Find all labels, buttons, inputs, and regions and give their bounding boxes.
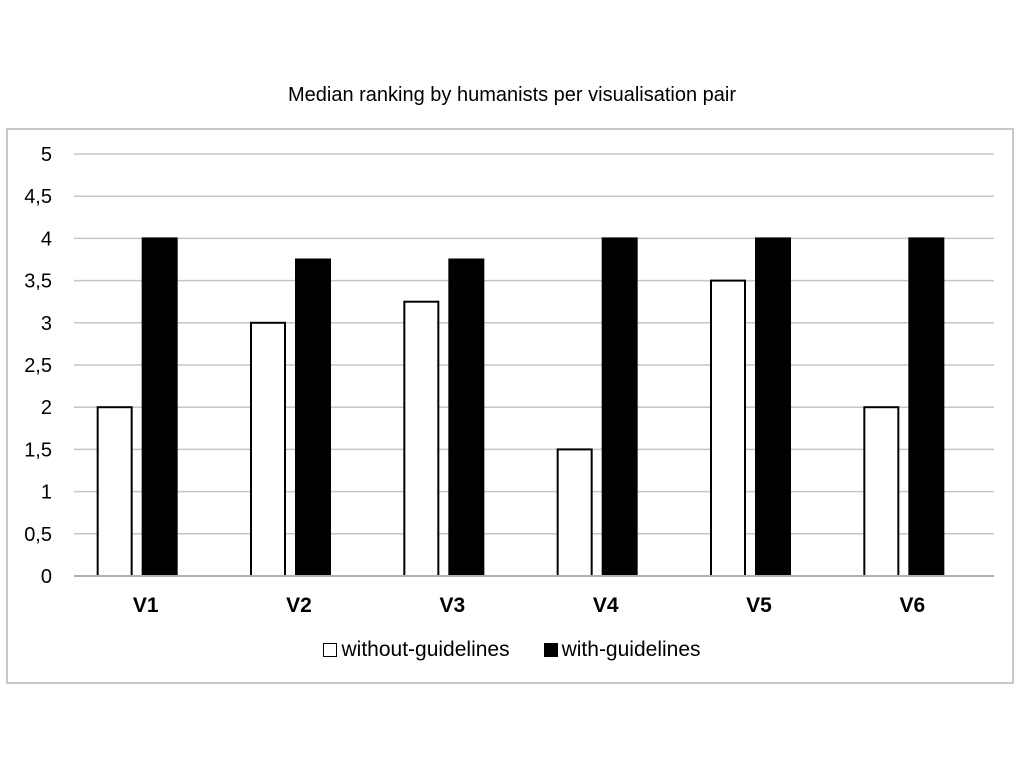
legend: without-guidelines with-guidelines [0, 638, 1024, 662]
y-tick-label: 1,5 [24, 439, 52, 461]
legend-swatch-with-guidelines [543, 643, 558, 657]
y-tick-label: 2 [41, 397, 52, 419]
y-tick-label: 5 [41, 144, 52, 166]
legend-label-with-guidelines: with-guidelines [561, 638, 701, 661]
bar-without-guidelines-V6 [863, 406, 900, 578]
y-tick-label: 3,5 [24, 271, 52, 293]
legend-item-without-guidelines: without-guidelines [323, 638, 510, 662]
x-tick-label: V5 [746, 594, 772, 617]
y-tick-label: 3 [41, 313, 52, 335]
x-tick-label: V4 [593, 594, 619, 617]
bar-with-guidelines-V1 [141, 237, 178, 577]
bar-with-guidelines-V4 [601, 237, 638, 577]
legend-swatch-without-guidelines [323, 643, 338, 657]
x-tick-label: V3 [439, 594, 465, 617]
bar-without-guidelines-V4 [556, 448, 593, 577]
x-tick-label: V6 [899, 594, 925, 617]
bar-with-guidelines-V5 [755, 237, 791, 577]
x-tick-label: V2 [286, 594, 312, 617]
bar-without-guidelines-V1 [96, 406, 133, 578]
bar-without-guidelines-V2 [250, 321, 286, 577]
y-tick-label: 4,5 [24, 186, 52, 208]
y-tick-label: 1 [41, 482, 52, 504]
legend-item-with-guidelines: with-guidelines [543, 638, 701, 662]
bar-without-guidelines-V5 [710, 279, 746, 577]
bar-with-guidelines-V2 [295, 258, 331, 577]
bar-without-guidelines-V3 [403, 300, 440, 577]
y-tick-label: 2,5 [24, 355, 52, 377]
y-tick-label: 4 [41, 228, 52, 250]
bar-with-guidelines-V6 [908, 237, 945, 577]
y-tick-label: 0 [41, 566, 52, 588]
bar-with-guidelines-V3 [448, 258, 485, 577]
chart-frame [6, 128, 1014, 684]
legend-label-without-guidelines: without-guidelines [341, 638, 510, 661]
chart-title: Median ranking by humanists per visualis… [287, 84, 736, 106]
y-tick-label: 0,5 [24, 524, 52, 546]
x-tick-label: V1 [133, 594, 159, 617]
